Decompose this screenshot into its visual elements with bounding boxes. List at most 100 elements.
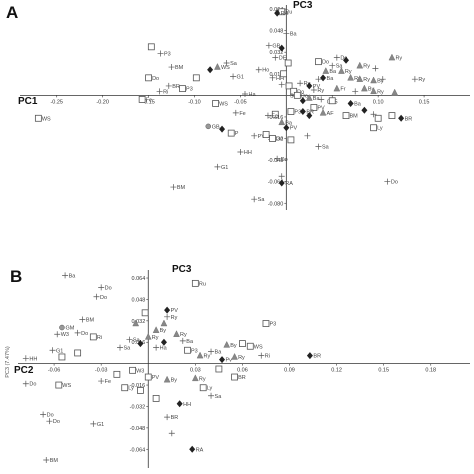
a-data-point: Ba: [278, 118, 293, 126]
b-data-point: Ry: [173, 330, 187, 338]
a-x-tick-label: -0.10: [188, 99, 201, 105]
b-point-34-triangle-marker: [231, 353, 238, 360]
b-data-point: [137, 340, 144, 348]
a-point-41-plus-marker: [333, 54, 340, 61]
b-point-43-triangle-marker: [192, 374, 199, 382]
b-point-19-triangle-marker: [144, 332, 152, 340]
a-point-label: Do: [301, 93, 308, 99]
b-point-53-diamond-marker: [176, 400, 183, 408]
b-data-point: W3: [129, 366, 144, 374]
a-point-32-plus-marker: [237, 149, 244, 156]
a-point-92-plus-marker: [304, 132, 311, 139]
a-point-56-plus-marker: [352, 88, 359, 95]
a-data-point: BR: [398, 114, 412, 122]
a-data-point: GB: [265, 42, 281, 49]
b-data-point: [168, 430, 175, 437]
b-data-point: [152, 395, 160, 402]
a-point-label: Do: [152, 76, 159, 82]
b-data-point: Pv: [219, 356, 232, 364]
a-x-tick-label: -0.15: [142, 99, 155, 105]
b-y-tick-label: -0.016: [130, 383, 146, 389]
a-y-tick-label: -0.080: [268, 201, 284, 207]
b-point-label: Ba: [186, 339, 194, 345]
b-data-point: Ri: [258, 352, 270, 360]
b-x-tick-label: 0.03: [190, 368, 201, 374]
a-point-1-diamond-marker: [274, 9, 281, 17]
b-data-point: GM: [59, 324, 75, 332]
b-point-5-circle-marker: [59, 324, 65, 331]
a-point-68-triangle-marker: [305, 94, 313, 101]
a-point-49-triangle-marker: [338, 67, 345, 74]
a-data-point: Fe: [264, 112, 278, 120]
b-point-36-square-marker: [239, 340, 246, 347]
b-point-label: BM: [86, 318, 95, 324]
b-data-point: BM: [79, 316, 95, 324]
a-point-21-plus-marker: [278, 81, 285, 88]
a-point-label: P3: [164, 52, 171, 58]
a-point-59-plus-marker: [310, 86, 317, 93]
b-data-point: BR: [306, 352, 321, 360]
a-point-label: Ly: [377, 126, 383, 132]
a-point-14-plus-marker: [230, 73, 237, 80]
b-point-label: P3: [191, 348, 198, 354]
a-point-34-plus-marker: [274, 155, 281, 162]
a-point-58-diamond-marker: [306, 82, 313, 90]
a-data-point: [271, 110, 279, 118]
b-point-33-triangle-marker: [223, 340, 231, 348]
a-point-label: Ba: [313, 96, 321, 102]
b-point-label: PV: [152, 375, 160, 381]
a-point-label: Ba: [285, 120, 293, 126]
a-data-point: [388, 112, 396, 119]
a-data-point: [391, 88, 399, 96]
b-point-label: Ly: [207, 386, 213, 392]
b-point-label: Do: [53, 419, 60, 425]
a-y-tick-label: -0.016: [268, 115, 284, 121]
a-point-2-plus-marker: [283, 30, 290, 37]
a-point-label: Ry: [354, 76, 361, 82]
b-data-point: Sa: [117, 344, 131, 352]
a-point-label: BM: [177, 185, 186, 191]
a-data-point: Sa: [223, 59, 238, 67]
a-point-label: Ry: [395, 56, 402, 62]
panel-b-x-axis-title: PC2: [14, 365, 34, 376]
a-point-77-triangle-marker: [319, 108, 327, 116]
b-point-44-square-marker: [199, 384, 207, 392]
a-data-point: [372, 65, 379, 72]
a-point-label: P: [235, 131, 239, 137]
a-point-label: Fe: [239, 111, 245, 117]
b-x-tick-label: -0.06: [48, 368, 61, 374]
panel-b-letter: B: [10, 267, 22, 286]
a-point-7-plus-marker: [165, 82, 172, 89]
a-point-label: Ry: [377, 89, 384, 95]
panel-a-ticks: -0.25-0.20-0.15-0.10-0.050.050.100.150.0…: [50, 7, 429, 207]
a-point-label: G1: [237, 74, 244, 80]
b-x-tick-label: -0.03: [95, 368, 108, 374]
a-point-label: BR: [306, 110, 314, 116]
a-point-84-square-marker: [370, 124, 377, 132]
a-point-label: RA: [285, 181, 293, 187]
a-point-label: Ry: [345, 69, 352, 75]
b-point-label: Do: [105, 285, 112, 291]
a-data-point: [278, 44, 285, 52]
a-point-3-square-marker: [147, 43, 155, 51]
a-point-44-plus-marker: [372, 65, 379, 72]
a-point-label: Fe: [271, 114, 277, 120]
a-point-70-plus-marker: [318, 96, 325, 103]
a-point-label: HH: [276, 76, 284, 82]
b-x-tick-label: 0.15: [378, 368, 389, 374]
b-point-60-plus-marker: [43, 456, 50, 463]
b-point-0-plus-marker: [62, 272, 69, 279]
b-point-6-plus-marker: [74, 329, 81, 336]
b-y-tick-label: -0.048: [130, 426, 146, 432]
a-point-54-plus-marker: [411, 76, 418, 83]
a-data-point: Sa: [315, 143, 330, 151]
b-point-35-diamond-marker: [219, 356, 226, 364]
a-point-85-square-marker: [271, 110, 279, 118]
a-point-87-plus-marker: [264, 112, 271, 119]
a-point-55-triangle-marker: [361, 84, 368, 92]
b-point-label: By: [230, 343, 237, 349]
b-point-12-square-marker: [74, 349, 82, 357]
a-data-point: HH: [269, 74, 284, 82]
b-point-label: Do: [100, 295, 107, 301]
a-point-91-plus-marker: [315, 143, 322, 150]
